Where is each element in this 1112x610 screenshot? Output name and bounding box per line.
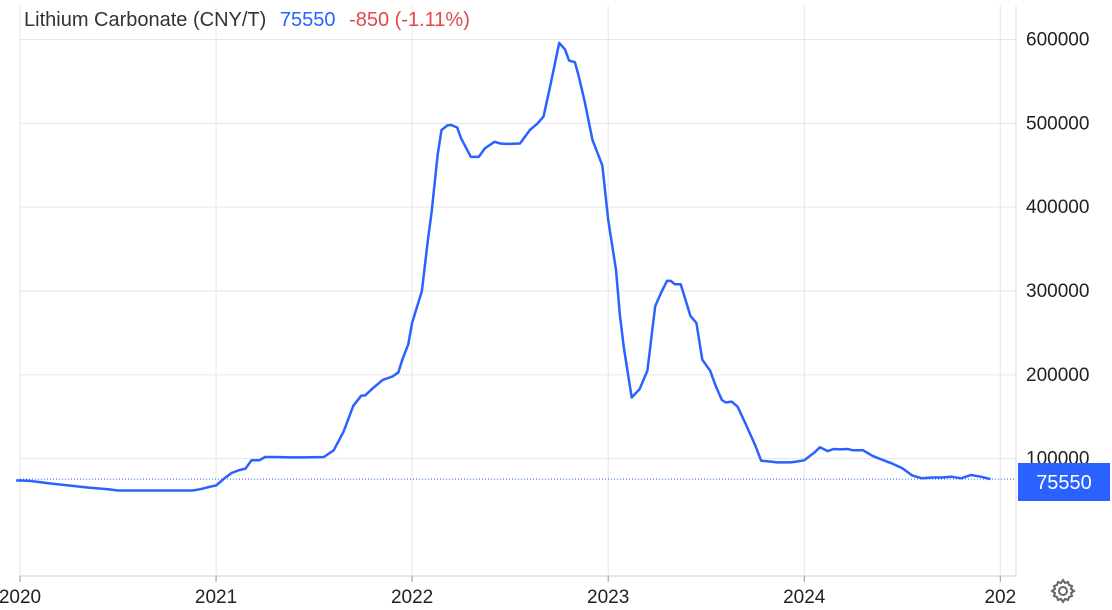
x-tick-label: 2022 <box>391 587 433 608</box>
y-tick-label: 400000 <box>1026 197 1089 218</box>
y-tick-label: 200000 <box>1026 365 1089 386</box>
chart-header: Lithium Carbonate (CNY/T) 75550 -850 (-1… <box>24 9 478 32</box>
x-tick-label: 2023 <box>587 587 629 608</box>
grid <box>19 6 1017 577</box>
y-tick-label: 500000 <box>1026 113 1089 134</box>
x-tick-label: 2021 <box>195 587 237 608</box>
gear-icon[interactable] <box>1050 578 1076 604</box>
price-line <box>16 41 991 492</box>
x-tick-label: 2024 <box>783 587 826 608</box>
y-tick-label: 300000 <box>1026 281 1089 302</box>
x-axis: 2020 2021 2022 2023 2024 202 <box>0 576 1016 608</box>
current-price-tag: 75550 <box>1018 463 1110 502</box>
instrument-name: Lithium Carbonate (CNY/T) <box>24 9 267 31</box>
price-change: -850 (-1.11%) <box>349 9 470 31</box>
price-tag-label: 75550 <box>1036 472 1092 494</box>
price-tag-bg <box>1018 463 1110 502</box>
x-tick-label: 2020 <box>0 587 41 608</box>
x-tick-label: 202 <box>984 587 1016 608</box>
last-price: 75550 <box>279 9 336 31</box>
y-tick-label: 600000 <box>1026 30 1089 51</box>
